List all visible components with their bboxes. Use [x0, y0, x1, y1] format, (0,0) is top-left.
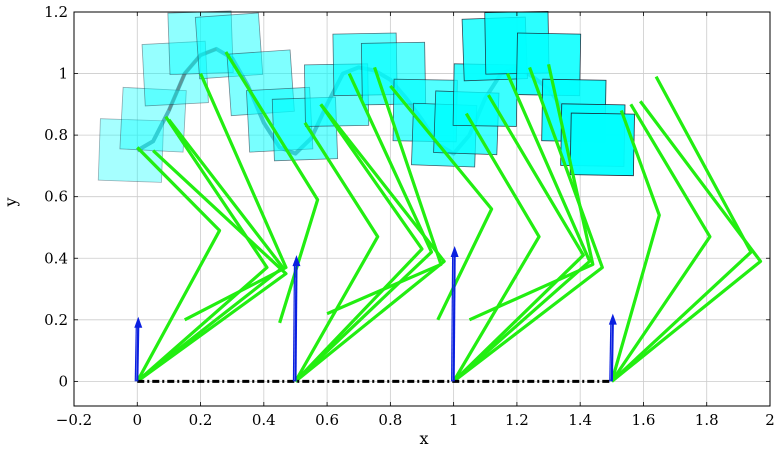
x-ticks: −0.2 0 0.2 0.4 0.6 0.8 1 1.2 1.4 1.6 1.8 2 — [56, 12, 775, 429]
body-square — [97, 118, 165, 183]
force-arrow-head — [450, 245, 459, 257]
y-tick-label: 0 — [58, 372, 68, 390]
leg — [136, 115, 269, 383]
leg — [610, 100, 763, 383]
leg — [452, 94, 585, 383]
force-arrow — [294, 263, 298, 382]
leg — [610, 103, 712, 383]
plot-frame — [73, 11, 771, 407]
leg — [183, 72, 288, 322]
bodies — [97, 10, 635, 183]
force-arrow — [292, 265, 296, 382]
x-tick-label: 1.4 — [568, 411, 592, 429]
force-arrow — [610, 321, 614, 382]
x-tick-label: 0.8 — [378, 411, 402, 429]
x-tick-label: 0.4 — [252, 411, 276, 429]
leg — [326, 66, 443, 316]
x-tick-label: 1 — [449, 411, 459, 429]
force-arrow — [452, 253, 456, 382]
leg — [468, 63, 595, 322]
y-ticks: 0 0.2 0.4 0.6 0.8 1 1.2 — [44, 3, 770, 390]
body-square — [141, 40, 209, 107]
y-tick-label: 0.4 — [44, 249, 68, 267]
y-tick-label: 0.8 — [44, 126, 68, 144]
x-tick-label: 0.6 — [315, 411, 339, 429]
leg — [610, 75, 753, 383]
force-arrow-head — [292, 255, 301, 267]
force-arrow — [609, 323, 612, 382]
leg — [294, 103, 424, 383]
leg — [452, 112, 541, 383]
leg — [294, 72, 434, 383]
y-tick-label: 0.6 — [44, 188, 68, 206]
legs — [135, 51, 763, 383]
leg — [452, 66, 604, 383]
leg — [294, 121, 380, 383]
leg — [224, 51, 320, 324]
leg — [389, 84, 494, 321]
y-tick-label: 1 — [58, 65, 68, 83]
body-square — [119, 86, 187, 153]
x-tick-label: 0.2 — [189, 411, 213, 429]
force-arrow — [136, 324, 140, 382]
y-axis-label: y — [1, 197, 20, 207]
x-tick-label: 1.2 — [505, 411, 529, 429]
y-tick-label: 1.2 — [44, 3, 68, 21]
force-arrow-head — [134, 316, 143, 328]
leg — [135, 146, 222, 383]
leg — [294, 103, 446, 383]
x-tick-label: 1.6 — [632, 411, 656, 429]
x-tick-label: −0.2 — [56, 411, 92, 429]
x-tick-label: 1.8 — [695, 411, 719, 429]
x-tick-label: 0 — [132, 411, 142, 429]
force-arrows — [134, 245, 617, 382]
force-arrow — [134, 326, 137, 382]
force-arrow — [451, 255, 454, 382]
force-arrow-head — [608, 313, 617, 325]
leg — [136, 149, 288, 383]
y-tick-label: 0.2 — [44, 311, 68, 329]
leg — [452, 72, 592, 383]
trajectory-segment — [167, 47, 217, 112]
x-tick-label: 2 — [765, 411, 775, 429]
leg — [610, 109, 661, 382]
x-axis-label: x — [419, 429, 428, 448]
